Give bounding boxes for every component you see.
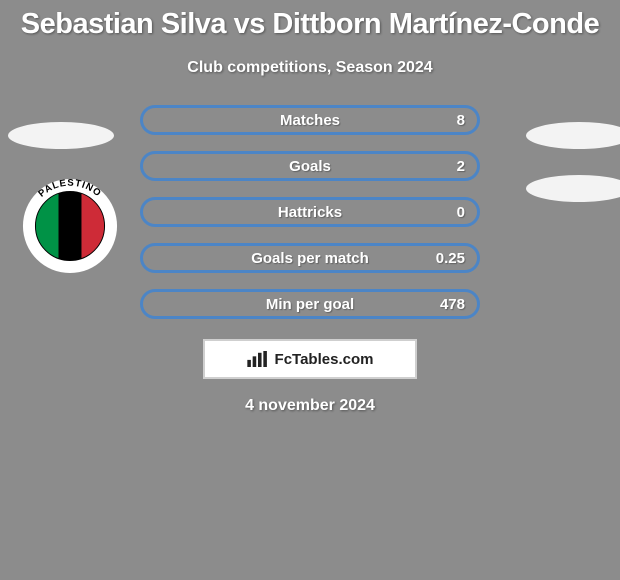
page-title: Sebastian Silva vs Dittborn Martínez-Con… [0,0,620,41]
stat-label: Goals per match [251,250,369,267]
stat-label: Min per goal [266,296,354,313]
attribution-box[interactable]: FcTables.com [203,339,417,379]
stat-row: Min per goal 478 [140,289,480,319]
stat-label: Matches [280,112,340,129]
stat-value-right: 8 [457,112,465,129]
player-photo-placeholder-left [8,122,114,149]
subtitle: Club competitions, Season 2024 [0,59,620,77]
stat-value-right: 0 [457,204,465,221]
attribution-text: FcTables.com [275,351,374,368]
stat-row: Goals per match 0.25 [140,243,480,273]
bar-chart-icon [247,351,269,367]
club-logo-svg: PALESTINO [22,178,118,274]
stats-card: Sebastian Silva vs Dittborn Martínez-Con… [0,0,620,580]
stat-value-right: 0.25 [436,250,465,267]
stat-label: Goals [289,158,331,175]
stat-row: Goals 2 [140,151,480,181]
club-logo: PALESTINO [22,178,118,274]
stat-value-right: 478 [440,296,465,313]
stat-row: Hattricks 0 [140,197,480,227]
stat-label: Hattricks [278,204,342,221]
date-text: 4 november 2024 [0,397,620,415]
stat-row: Matches 8 [140,105,480,135]
stat-value-right: 2 [457,158,465,175]
